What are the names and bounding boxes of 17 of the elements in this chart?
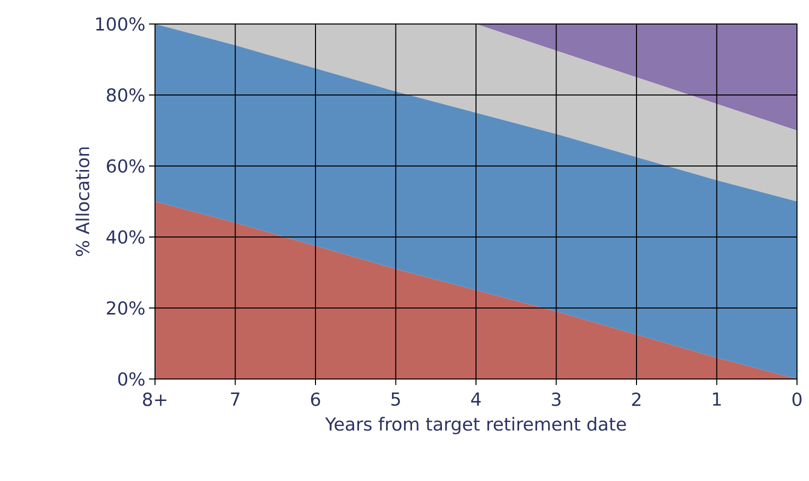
- x-tick-label: 8+: [143, 392, 166, 406]
- x-tick-label: 0: [792, 392, 802, 406]
- y-axis-title: % Allocation: [75, 147, 90, 256]
- x-axis-title: Years from target retirement date: [325, 416, 626, 434]
- x-tick-label: 4: [471, 392, 481, 406]
- x-tick-label: 7: [231, 392, 240, 406]
- y-tick-label: 60%: [106, 159, 144, 173]
- y-tick-label: 80%: [106, 88, 144, 102]
- y-tick-label: 40%: [106, 230, 144, 244]
- y-tick-label: 20%: [106, 301, 144, 315]
- x-tick-label: 1: [713, 392, 721, 406]
- y-tick-label: 100%: [96, 17, 144, 31]
- x-tick-label: 6: [311, 392, 320, 406]
- x-tick-label: 2: [632, 392, 640, 406]
- x-tick-label: 3: [552, 392, 561, 406]
- x-tick-label: 5: [391, 392, 400, 406]
- y-tick-label: 0%: [118, 372, 144, 386]
